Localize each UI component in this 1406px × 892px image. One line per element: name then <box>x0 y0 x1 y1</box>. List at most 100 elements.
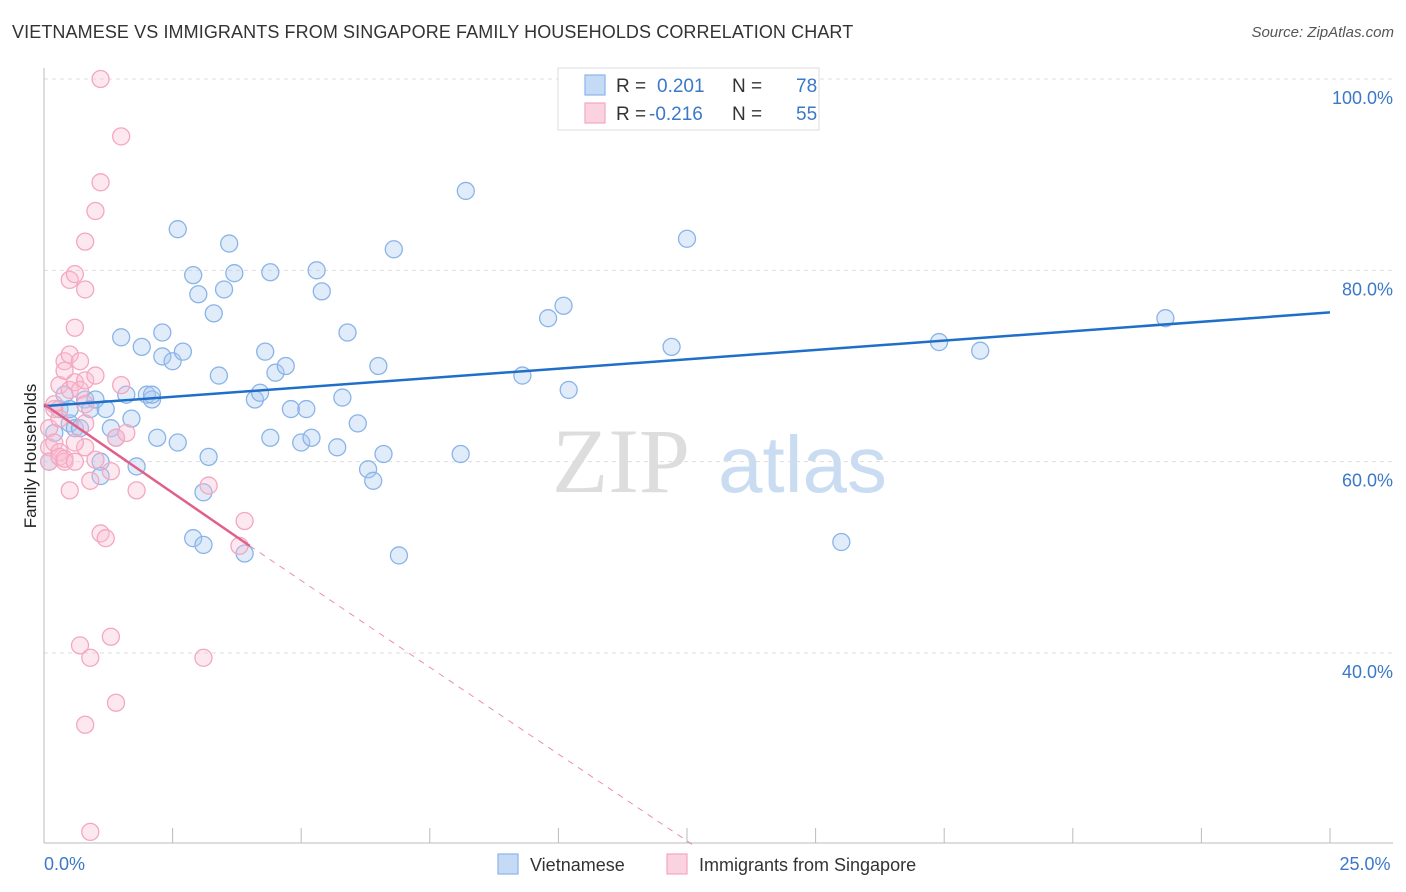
singapore-point-38 <box>91 173 110 192</box>
vietnamese-point-54 <box>312 282 331 301</box>
vietnamese-point-27 <box>168 220 187 239</box>
vietnamese-point-17 <box>122 409 141 428</box>
vietnamese-point-71 <box>662 337 681 357</box>
singapore-point-23 <box>70 636 90 655</box>
vietnamese-point-29 <box>173 342 193 361</box>
vietnamese-point-33 <box>194 535 213 555</box>
vietnamese-point-15 <box>112 328 131 347</box>
singapore-point-43 <box>106 428 126 447</box>
singapore-point-22 <box>70 380 90 400</box>
series-legend-label-vietnamese: Vietnamese <box>530 855 625 875</box>
y-axis-tick-labels: 100.0% 80.0% 60.0% 40.0% <box>1332 88 1393 682</box>
singapore-point-40 <box>96 529 115 548</box>
legend-n-label-vietnamese: N = <box>732 76 762 97</box>
y-tick-label-2: 60.0% <box>1342 471 1393 491</box>
trend-lines <box>43 311 1331 845</box>
vietnamese-point-47 <box>266 363 285 382</box>
series-points-1 <box>39 69 254 842</box>
vietnamese-point-43 <box>250 383 270 402</box>
x-tick-label-0: 0.0% <box>44 854 85 874</box>
singapore-point-41 <box>101 462 121 481</box>
singapore-point-3 <box>45 433 64 452</box>
series-legend: Vietnamese Immigrants from Singapore <box>497 853 916 875</box>
vietnamese-point-48 <box>276 356 295 376</box>
singapore-point-47 <box>127 481 146 500</box>
vietnamese-point-50 <box>292 433 311 452</box>
vietnamese-point-11 <box>91 466 110 486</box>
vietnamese-point-56 <box>333 388 352 407</box>
singapore-point-17 <box>65 452 85 471</box>
singapore-point-35 <box>86 450 105 469</box>
vietnamese-point-25 <box>153 323 172 342</box>
vietnamese-point-63 <box>384 240 403 259</box>
vietnamese-point-31 <box>184 265 203 285</box>
singapore-point-15 <box>60 481 79 500</box>
y-tick-label-3: 40.0% <box>1342 662 1393 682</box>
vietnamese-point-45 <box>261 428 280 447</box>
vietnamese-point-22 <box>142 385 162 404</box>
vietnamese-point-35 <box>199 447 218 467</box>
legend-r-value-vietnamese: 0.201 <box>657 76 705 97</box>
vietnamese-point-64 <box>389 546 409 565</box>
singapore-point-48 <box>194 648 213 667</box>
watermark-atlas: atlas <box>718 420 887 509</box>
legend-r-label-vietnamese: R = <box>616 76 646 97</box>
singapore-point-34 <box>86 366 105 385</box>
singapore-point-12 <box>55 449 74 468</box>
singapore-point-46 <box>112 127 131 146</box>
trend-line-0 <box>43 311 1331 408</box>
singapore-point-7 <box>50 409 69 428</box>
vietnamese-point-61 <box>369 356 388 376</box>
vietnamese-point-24 <box>153 347 172 366</box>
vietnamese-point-69 <box>554 296 573 315</box>
singapore-point-16 <box>60 270 79 290</box>
vietnamese-point-46 <box>261 263 280 282</box>
gridlines <box>44 78 1393 654</box>
legend-n-value-vietnamese: 78 <box>796 76 817 97</box>
data-points <box>39 69 1175 842</box>
x-axis-tick-labels: 0.0% 25.0% <box>44 854 1391 874</box>
singapore-point-13 <box>60 345 79 364</box>
vietnamese-point-75 <box>971 341 990 360</box>
singapore-point-36 <box>86 201 105 221</box>
trend-line-1 <box>43 403 251 547</box>
vietnamese-point-58 <box>348 414 367 433</box>
singapore-point-31 <box>81 648 100 667</box>
legend-n-value-singapore: 55 <box>796 104 817 125</box>
legend-swatch-singapore <box>584 102 606 124</box>
legend-r-value-singapore: -0.216 <box>649 104 703 125</box>
singapore-point-45 <box>112 375 131 395</box>
vietnamese-point-52 <box>302 428 321 447</box>
x-axis-ticks <box>43 828 1331 843</box>
x-tick-label-1: 25.0% <box>1339 854 1390 874</box>
series-points-0 <box>39 181 1175 565</box>
vietnamese-point-40 <box>225 264 244 283</box>
vietnamese-point-36 <box>204 304 223 323</box>
vietnamese-point-59 <box>358 460 378 479</box>
series-legend-label-singapore: Immigrants from Singapore <box>699 855 916 875</box>
vietnamese-point-30 <box>184 529 203 548</box>
vietnamese-point-55 <box>328 438 347 457</box>
y-axis-title: Family Households <box>21 384 40 529</box>
vietnamese-point-53 <box>307 261 326 280</box>
singapore-point-20 <box>65 265 85 284</box>
series-legend-swatch-vietnamese <box>497 853 519 875</box>
vietnamese-point-19 <box>132 337 151 357</box>
vietnamese-point-57 <box>338 323 357 342</box>
series-legend-swatch-singapore <box>666 853 688 875</box>
vietnamese-point-49 <box>281 399 301 419</box>
vietnamese-point-62 <box>374 444 393 464</box>
singapore-point-11 <box>55 361 74 380</box>
singapore-point-33 <box>81 822 100 842</box>
y-tick-label-1: 80.0% <box>1342 279 1393 299</box>
vietnamese-point-70 <box>559 380 578 400</box>
singapore-point-53 <box>65 433 85 452</box>
vietnamese-point-32 <box>189 285 208 304</box>
singapore-point-19 <box>65 318 85 337</box>
singapore-point-29 <box>76 438 95 457</box>
singapore-point-42 <box>101 627 121 646</box>
watermark-zip: ZIP <box>552 410 690 512</box>
singapore-point-30 <box>76 715 95 734</box>
legend-swatch-vietnamese <box>584 74 606 96</box>
singapore-point-51 <box>235 511 254 531</box>
